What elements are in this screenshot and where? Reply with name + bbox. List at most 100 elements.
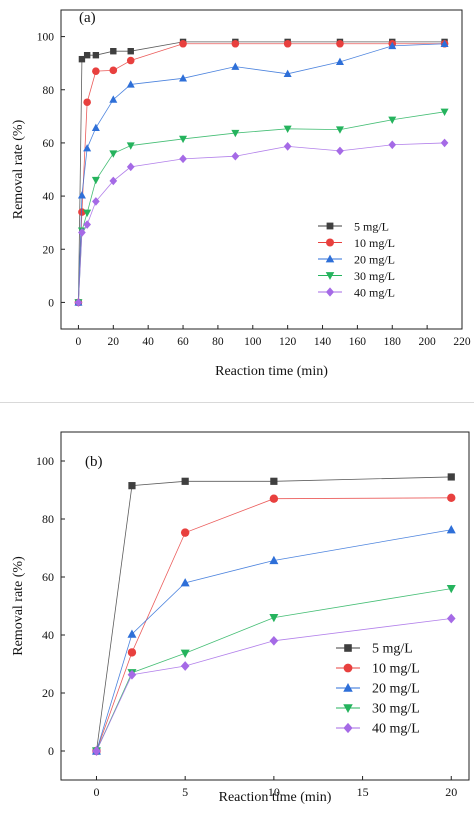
plot-frame xyxy=(60,431,470,781)
data-point xyxy=(336,146,344,156)
legend-label: 30 mg/L xyxy=(354,269,395,283)
data-point xyxy=(74,298,83,307)
panel-label: (a) xyxy=(79,10,96,26)
legend-marker xyxy=(325,272,335,280)
data-point xyxy=(92,51,100,59)
series-line xyxy=(78,43,445,303)
data-point xyxy=(109,176,118,186)
y-axis-label: Removal rate (%) xyxy=(11,556,26,656)
data-point xyxy=(283,39,292,48)
data-point xyxy=(92,67,100,75)
series-40-mg-L xyxy=(74,138,449,307)
legend-marker xyxy=(325,254,335,263)
data-point xyxy=(77,191,86,199)
data-point xyxy=(283,125,292,133)
x-tick-label: 140 xyxy=(314,336,332,348)
data-point xyxy=(127,48,134,55)
x-axis-label: Reaction time (min) xyxy=(215,364,328,379)
data-point xyxy=(269,494,279,503)
legend-marker xyxy=(343,683,353,692)
data-point xyxy=(83,220,91,229)
data-point xyxy=(83,98,91,107)
data-point xyxy=(446,585,456,594)
data-point xyxy=(127,629,137,638)
data-point xyxy=(269,614,279,623)
data-point xyxy=(83,51,91,59)
legend-label: 20 mg/L xyxy=(354,253,395,267)
data-point xyxy=(126,162,135,172)
y-tick-label: 0 xyxy=(48,297,54,309)
x-tick-label: 80 xyxy=(212,336,224,348)
data-point xyxy=(179,135,188,144)
chart-panel-a: 0 20 40 60 80 100 120 140 160 180 200 220 0 20 40 60 80 1… xyxy=(11,9,471,379)
x-tick-label: 100 xyxy=(244,336,262,348)
legend-label: 10 mg/L xyxy=(372,662,420,677)
legend-label: 10 mg/L xyxy=(354,236,395,250)
series-30-mg-L xyxy=(74,108,449,307)
data-point xyxy=(446,613,456,624)
legend: 5 mg/L 10 mg/L 20 mg/L 30 mg/L 40 mg/L xyxy=(336,642,420,737)
x-tick-label: 5 xyxy=(182,785,188,799)
data-point xyxy=(126,142,135,150)
data-point xyxy=(110,48,117,55)
legend-label: 40 mg/L xyxy=(354,286,395,300)
y-tick-label: 40 xyxy=(42,628,54,642)
x-tick-label: 120 xyxy=(279,336,297,348)
x-tick-label: 0 xyxy=(76,336,82,348)
panel-separator xyxy=(0,402,474,403)
legend-marker xyxy=(326,222,334,230)
data-point xyxy=(440,39,449,47)
plot-frame xyxy=(60,9,463,330)
x-tick-label: 0 xyxy=(93,785,99,799)
series-line xyxy=(78,43,445,303)
data-point xyxy=(109,95,118,103)
data-point xyxy=(231,39,240,48)
data-point xyxy=(83,144,92,152)
data-point xyxy=(181,477,189,485)
data-point xyxy=(180,528,190,537)
x-tick-label: 60 xyxy=(177,336,189,348)
chart-panel-b: 0 5 10 15 20 0 20 40 60 80 100 Reaction time (min) R… xyxy=(11,431,470,805)
y-tick-label: 60 xyxy=(42,570,54,584)
data-point xyxy=(109,66,118,75)
panel-label: (b) xyxy=(85,454,103,470)
data-point xyxy=(270,477,278,485)
legend-label: 20 mg/L xyxy=(372,682,420,697)
x-tick-label: 180 xyxy=(384,336,402,348)
data-point xyxy=(447,473,455,481)
data-point xyxy=(231,129,240,138)
data-point xyxy=(179,154,187,164)
data-point xyxy=(179,39,187,48)
legend-marker xyxy=(343,704,353,713)
y-axis-label: Removal rate (%) xyxy=(11,119,26,219)
data-point xyxy=(180,661,190,671)
data-point xyxy=(92,197,100,206)
data-point xyxy=(91,176,100,185)
legend-label: 5 mg/L xyxy=(372,642,413,657)
data-point xyxy=(92,746,101,756)
data-point xyxy=(269,555,279,565)
data-point xyxy=(335,126,344,134)
data-point xyxy=(283,69,292,77)
data-point xyxy=(336,39,344,48)
x-tick-label: 10 xyxy=(268,785,280,799)
data-point xyxy=(388,116,397,124)
x-tick-label: 20 xyxy=(108,336,120,348)
legend-marker xyxy=(344,644,352,652)
x-tick-label: 40 xyxy=(142,336,154,348)
data-point xyxy=(128,482,136,490)
data-point xyxy=(180,578,190,587)
data-point xyxy=(447,493,456,503)
legend: 5 mg/L 10 mg/L 20 mg/L 30 mg/L 40 mg/L xyxy=(318,220,395,300)
data-point xyxy=(126,80,135,88)
y-tick-label: 20 xyxy=(43,244,55,256)
x-axis-label: Reaction time (min) xyxy=(219,790,332,805)
data-point xyxy=(91,123,100,131)
data-point xyxy=(388,140,397,150)
x-tick-label: 220 xyxy=(453,336,471,348)
data-point xyxy=(388,41,397,50)
data-point xyxy=(179,74,188,82)
legend-label: 30 mg/L xyxy=(372,702,420,717)
data-point xyxy=(446,525,456,534)
data-point xyxy=(83,209,92,217)
